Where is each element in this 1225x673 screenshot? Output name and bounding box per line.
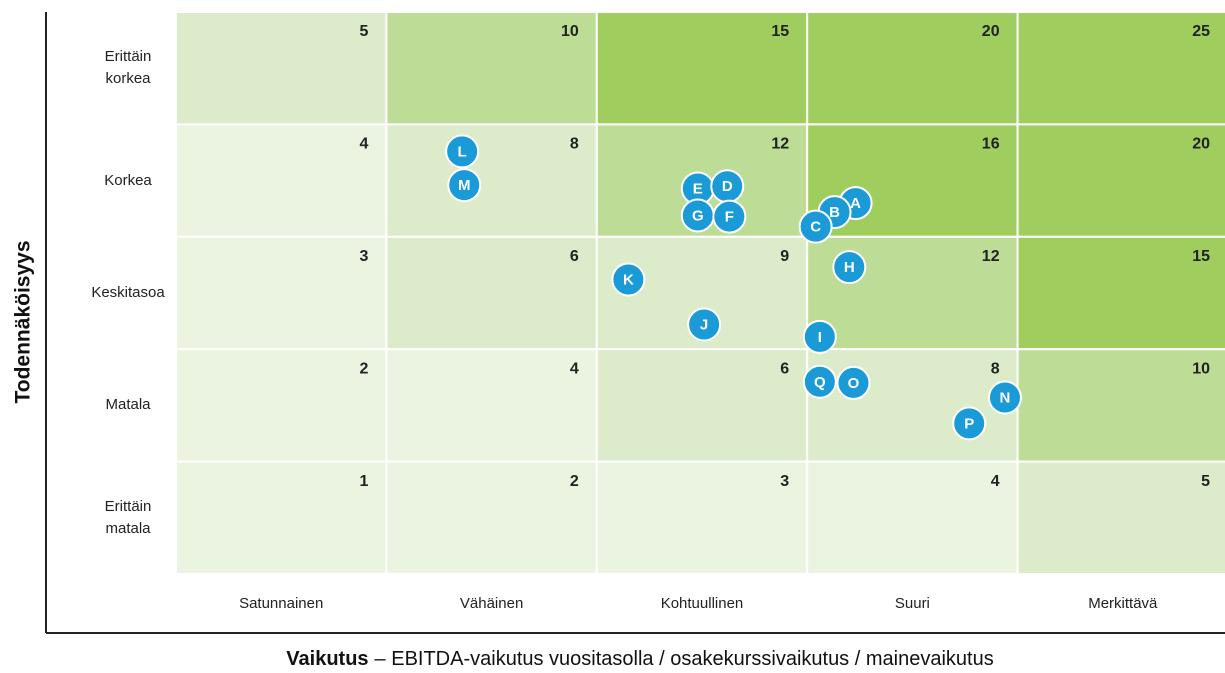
cell-value: 1 <box>359 473 368 490</box>
cell-value: 6 <box>780 360 789 377</box>
cell <box>806 348 1019 463</box>
risk-point-label: B <box>829 204 840 221</box>
cell <box>806 235 1019 351</box>
cell-value: 4 <box>570 360 579 377</box>
risk-point <box>987 380 1022 415</box>
y-category-label: Erittäin korkea <box>104 48 152 88</box>
risk-point <box>952 406 987 441</box>
cell <box>1016 460 1225 576</box>
cell-value: 4 <box>991 473 1000 490</box>
cell <box>385 235 598 351</box>
cell <box>806 460 1019 576</box>
risk-point-label: P <box>964 415 974 432</box>
risk-point-label: O <box>848 375 860 392</box>
cell-value: 3 <box>780 473 789 490</box>
cell-value: 20 <box>1192 136 1210 153</box>
y-category-label: Keskitasoa <box>91 284 165 301</box>
risk-point <box>836 365 871 400</box>
risk-point-label: E <box>693 180 703 197</box>
risk-point <box>445 134 480 169</box>
cell <box>595 348 809 463</box>
risk-point <box>802 364 837 399</box>
risk-point-label: N <box>1000 390 1011 407</box>
cell <box>806 11 1019 126</box>
cell <box>1016 123 1225 238</box>
cell-value: 12 <box>771 136 789 153</box>
risk-point-label: M <box>458 177 471 194</box>
risk-point-label: G <box>692 207 704 224</box>
cell-value: 5 <box>359 23 368 40</box>
risk-point-label: L <box>458 143 467 160</box>
risk-point <box>832 250 867 285</box>
x-axis-label-bold: Vaikutus <box>286 648 368 670</box>
cell-value: 3 <box>359 248 368 265</box>
risk-point-label: H <box>844 259 855 276</box>
risk-point <box>802 319 837 354</box>
x-category-label: Vähäinen <box>460 595 523 612</box>
cell <box>385 123 598 238</box>
cell-value: 9 <box>780 248 789 265</box>
risk-point <box>447 168 482 203</box>
cell-value: 6 <box>570 248 579 265</box>
x-axis-label-rest: – EBITDA-vaikutus vuositasolla / osakeku… <box>375 648 994 670</box>
risk-point-label: F <box>725 209 734 226</box>
y-category-label: Erittäin matala <box>104 497 152 537</box>
risk-point-label: I <box>818 329 822 346</box>
cell-value: 8 <box>991 360 1000 377</box>
cell-value: 25 <box>1192 23 1210 40</box>
cell <box>175 123 388 238</box>
y-category-label: Matala <box>105 396 151 414</box>
cell-value: 15 <box>1192 248 1210 265</box>
cell-value: 10 <box>1192 360 1210 377</box>
risk-point <box>611 262 646 297</box>
cell <box>175 11 388 126</box>
risk-point <box>798 209 833 244</box>
risk-point <box>712 199 747 234</box>
y-category-label: Korkea <box>104 171 152 189</box>
x-category-label: Satunnainen <box>239 595 323 612</box>
cell <box>1016 235 1225 351</box>
cell-value: 5 <box>1201 473 1210 490</box>
cell-value: 12 <box>982 248 1000 265</box>
risk-point-label: C <box>810 219 821 236</box>
cell <box>595 460 809 576</box>
cell <box>385 460 598 576</box>
cell-value: 10 <box>561 23 579 40</box>
x-category-label: Suuri <box>895 595 930 612</box>
cell <box>175 460 388 576</box>
cell <box>175 235 388 351</box>
y-axis-label: Todennäköisyys <box>12 241 35 404</box>
risk-point-label: Q <box>814 374 826 391</box>
cell <box>595 11 809 126</box>
risk-point <box>687 307 722 342</box>
cell-value: 15 <box>771 23 789 40</box>
cell-value: 20 <box>982 23 1000 40</box>
risk-point-label: K <box>623 271 634 288</box>
cell-value: 2 <box>570 473 579 490</box>
cell-value: 2 <box>359 360 368 377</box>
cell <box>385 348 598 463</box>
cell <box>1016 11 1225 126</box>
x-axis-label: Vaikutus – EBITDA-vaikutus vuositasolla /… <box>286 648 993 670</box>
cell <box>1016 348 1225 463</box>
x-category-label: Merkittävä <box>1088 595 1158 612</box>
risk-point-label: J <box>700 316 708 333</box>
cell <box>806 123 1019 238</box>
cell-value: 16 <box>982 136 1000 153</box>
cell <box>175 348 388 463</box>
cell-value: 4 <box>359 136 368 153</box>
cell-value: 8 <box>570 136 579 153</box>
risk-point-label: D <box>722 178 733 195</box>
risk-point-label: A <box>850 195 861 212</box>
x-category-label: Kohtuullinen <box>661 595 744 612</box>
cell <box>385 11 598 126</box>
